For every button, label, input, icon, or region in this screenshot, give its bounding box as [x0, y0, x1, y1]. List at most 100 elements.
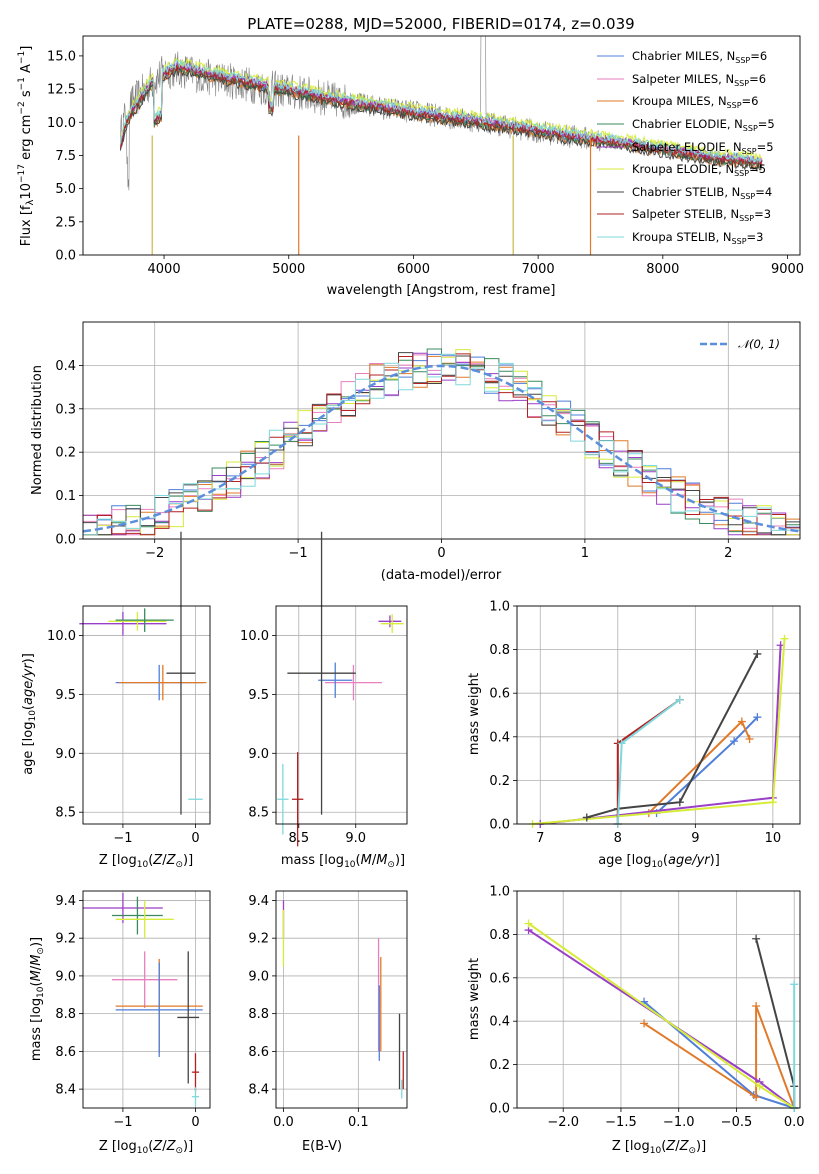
x-tick-label: 0.0: [273, 1115, 294, 1130]
axes-frame: [516, 605, 801, 825]
axes-frame: [82, 605, 211, 825]
age-vs-z-panel: Z [log10(Z/Z⊙)] age [log10(age/yr)] −1 0 8…: [21, 531, 211, 870]
x-tick-label: −2: [145, 546, 164, 561]
x-tick-label: 10: [765, 831, 782, 846]
legend-entry: Chabrier STELIB, NSSP=4: [597, 185, 772, 201]
gaussian-reference-line: [83, 364, 800, 533]
spectrum-ylabel: Flux [fλ10−17 erg cm−2 s−1 A−1]: [17, 46, 36, 247]
error-bar-point: [83, 892, 163, 924]
y-tick-label: 15.0: [47, 49, 76, 64]
mass-weight-line: [528, 929, 795, 1109]
age-vs-mass-panel: mass [log10(M/M⊙)] 8.5 9.0 8.5 9.0 9.5 10.0: [240, 531, 408, 870]
error-bar-point: [115, 608, 174, 632]
x-tick-label: 2: [724, 546, 732, 561]
x-tick-label: −1: [289, 546, 308, 561]
plus-marker: [753, 713, 762, 722]
y-tick-label: 0.0: [489, 1102, 510, 1117]
x-tick-label: −1.5: [605, 1115, 637, 1130]
error-bar-point: [191, 1087, 200, 1107]
plus-marker: [790, 980, 799, 989]
legend-label: Salpeter MILES, NSSP=6: [632, 72, 766, 88]
plus-marker: [675, 798, 684, 807]
x-tick-label: 8: [614, 831, 622, 846]
x-tick-label: −1: [113, 1115, 132, 1130]
plus-marker: [737, 717, 746, 726]
gridlines: [83, 891, 210, 1108]
plus-marker: [768, 798, 777, 807]
x-tick-label: 0.1: [348, 1115, 369, 1130]
plus-marker: [640, 1019, 649, 1028]
mass-weight-vs-age-panel: age [log10(age/yr)] mass weight 7 8 9 10 0.0…: [467, 600, 801, 870]
x-tick-label: 7000: [522, 262, 555, 277]
mass-vs-ebv-plot-area: 0.0 0.1 8.4 8.6 8.8 9.0 9.2 9.4: [248, 890, 408, 1130]
mass-weight-vs-z-panel: Z [log10(Z/Z⊙)] mass weight −2.0 −1.5 −1.0…: [467, 885, 805, 1157]
y-tick-label: 9.0: [55, 969, 76, 984]
error-bar-point: [324, 664, 382, 701]
y-tick-label: 0.4: [489, 730, 510, 745]
legend-entry: Chabrier MILES, NSSP=6: [597, 49, 767, 65]
plus-marker: [730, 737, 739, 746]
age-vs-mass-xlabel: mass [log10(M/M⊙)]: [281, 853, 405, 870]
error-bar-point: [108, 611, 167, 631]
model-spectrum-line: [119, 59, 763, 164]
legend-entry: Kroupa MILES, NSSP=6: [597, 94, 758, 110]
axes-frame: [275, 605, 408, 825]
y-tick-label: 0.2: [55, 446, 76, 461]
y-tick-label: 8.5: [55, 806, 76, 821]
gridlines: [517, 890, 800, 1109]
plus-marker: [524, 919, 533, 928]
spectrum-lines: [119, 36, 763, 255]
legend-entry: Salpeter ELODIE, NSSP=5: [597, 140, 774, 156]
gridlines: [276, 891, 407, 1108]
plus-marker: [752, 1093, 761, 1102]
y-tick-label: 0.3: [55, 402, 76, 417]
residual-histograms: [83, 348, 800, 536]
spectrum-legend: Chabrier MILES, NSSP=6 Salpeter MILES, N…: [597, 49, 775, 246]
residuals-xlabel: (data-model)/error: [381, 568, 502, 583]
y-tick-label: 10.0: [47, 116, 76, 131]
x-tick-label: 1: [581, 546, 589, 561]
y-tick-label: 10.0: [47, 629, 76, 644]
y-tick-label: 0.6: [489, 687, 510, 702]
y-tick-label: 10.0: [240, 629, 269, 644]
error-bar-point: [378, 615, 402, 628]
x-tick-label: 0: [191, 831, 199, 846]
residuals-panel: (data-model)/error Normed distribution −…: [30, 321, 801, 583]
spectrum-panel: PLATE=0288, MJD=52000, FIBERID=0174, z=0…: [17, 15, 804, 298]
mass-weight-vs-z-plot-area: −2.0 −1.5 −1.0 −0.5 0.0 0.0 0.2 0.4 0.6 0.8 1.0: [489, 885, 804, 1131]
y-tick-label: 9.0: [248, 969, 269, 984]
y-tick-label: 9.0: [55, 747, 76, 762]
y-tick-label: 0.0: [55, 533, 76, 548]
spectrum-title: PLATE=0288, MJD=52000, FIBERID=0174, z=0…: [247, 15, 634, 33]
x-tick-label: 7: [536, 831, 544, 846]
mass-weight-line: [540, 645, 782, 825]
axes-frame: [516, 890, 801, 1109]
y-tick-label: 1.0: [489, 885, 510, 900]
y-tick-label: 9.4: [55, 894, 76, 909]
error-bar-point: [318, 662, 353, 698]
age-vs-z-plot-area: −1 0 8.5 9.0 9.5 10.0: [47, 531, 211, 846]
x-tick-label: 4000: [148, 262, 181, 277]
age-vs-mass-plot-area: 8.5 9.0 8.5 9.0 9.5 10.0: [240, 531, 408, 847]
x-tick-label: −0.5: [721, 1115, 753, 1130]
legend-label: Kroupa MILES, NSSP=6: [632, 94, 758, 110]
plus-marker: [752, 1002, 761, 1011]
y-tick-label: 0.2: [489, 1058, 510, 1073]
x-tick-label: 9000: [771, 262, 804, 277]
error-bar-point: [287, 531, 356, 815]
legend-entry: Chabrier ELODIE, NSSP=5: [597, 117, 775, 133]
error-bar-point: [112, 951, 178, 1008]
x-tick-label: 9.0: [345, 831, 366, 846]
plus-marker: [755, 1082, 764, 1091]
mass-vs-z-panel: Z [log10(Z/Z⊙)] mass [log10(M/M⊙)] −1 0 8.…: [29, 890, 211, 1156]
y-tick-label: 9.5: [55, 688, 76, 703]
x-tick-label: −1: [113, 831, 132, 846]
y-tick-label: 9.0: [248, 747, 269, 762]
y-tick-label: 2.5: [55, 215, 76, 230]
y-tick-label: 9.5: [248, 688, 269, 703]
legend-entry: Kroupa ELODIE, NSSP=5: [597, 162, 766, 178]
legend-entry: Salpeter MILES, NSSP=6: [597, 72, 766, 88]
x-tick-label: −2.0: [547, 1115, 579, 1130]
x-tick-label: 5000: [272, 262, 305, 277]
